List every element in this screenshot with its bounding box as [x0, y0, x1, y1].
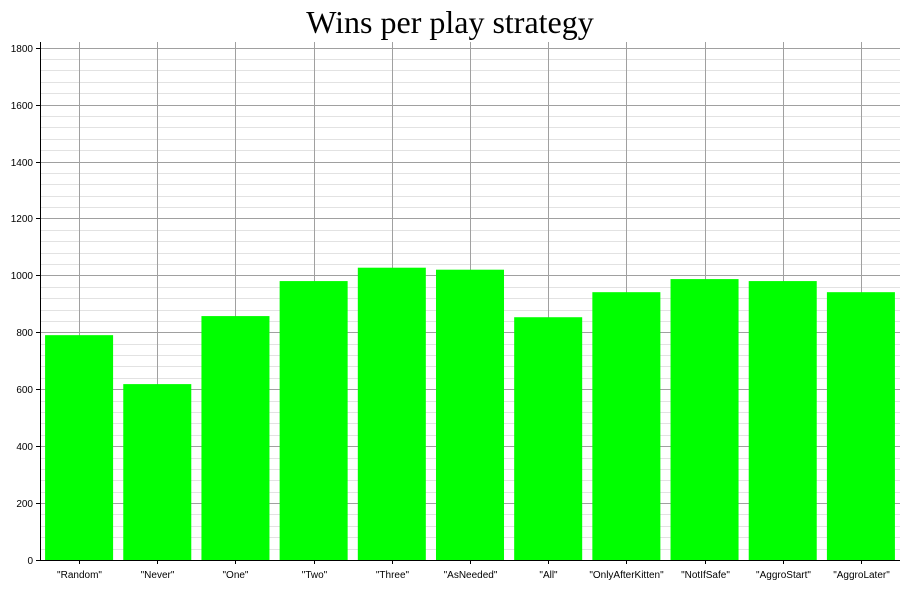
y-tick-label: 400 — [16, 442, 33, 453]
y-tick-label: 600 — [16, 385, 33, 396]
x-tick-label: "OnlyAfterKitten" — [589, 570, 664, 581]
x-tick-label: "One" — [222, 570, 248, 581]
bar-2 — [201, 316, 270, 560]
y-tick-label: 200 — [16, 499, 33, 510]
x-tick-label: "All" — [539, 570, 558, 581]
x-tick-label: "NotIfSafe" — [681, 570, 730, 581]
x-tick-label: "Two" — [302, 570, 328, 581]
y-tick-label: 1800 — [11, 44, 34, 55]
labels-layer: 0 200 400 600 800 1000 1200 1400 1600 1800 "Random… — [11, 44, 890, 581]
y-tick-label: 0 — [27, 556, 33, 567]
bar-7 — [592, 292, 661, 560]
axes-layer — [36, 42, 900, 564]
y-tick-label: 1200 — [11, 214, 34, 225]
bar-1 — [123, 384, 192, 560]
x-tick-label: "Never" — [141, 570, 175, 581]
y-tick-label: 800 — [16, 328, 33, 339]
bar-3 — [279, 281, 348, 560]
x-tick-label: "Three" — [376, 570, 410, 581]
bars-layer — [45, 267, 895, 560]
bar-6 — [514, 317, 583, 560]
chart-title: Wins per play strategy — [306, 4, 594, 40]
y-tick-label: 1400 — [11, 158, 34, 169]
y-tick-label: 1000 — [11, 271, 34, 282]
x-tick-label: "AsNeeded" — [444, 570, 498, 581]
bar-10 — [826, 292, 895, 560]
x-tick-label: "AggroStart" — [756, 570, 811, 581]
bar-9 — [748, 281, 817, 560]
bar-8 — [670, 279, 739, 560]
x-tick-label: "AggroLater" — [833, 570, 890, 581]
x-tick-label: "Random" — [57, 570, 102, 581]
bar-4 — [357, 267, 426, 560]
y-tick-label: 1600 — [11, 101, 34, 112]
bar-5 — [435, 269, 505, 560]
bar-0 — [45, 335, 114, 560]
